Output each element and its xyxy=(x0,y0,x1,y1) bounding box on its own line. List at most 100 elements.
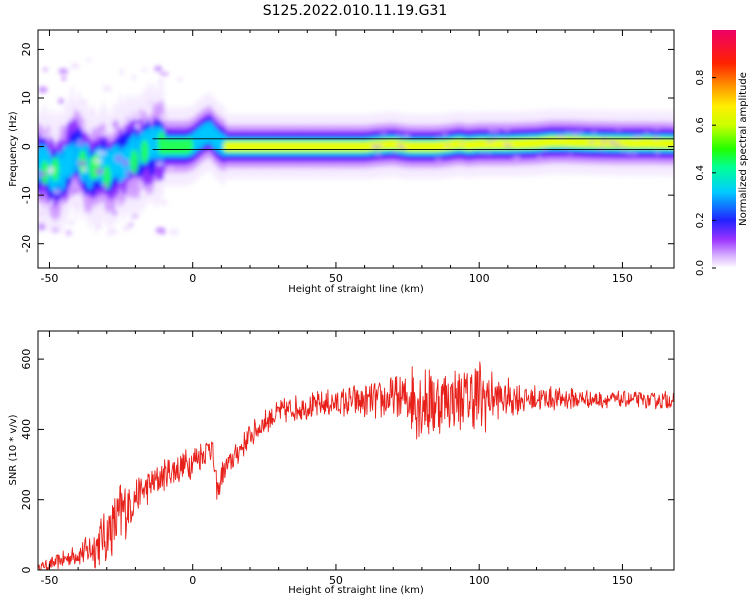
heatmap-speckle xyxy=(486,139,493,144)
heatmap-speckle xyxy=(119,68,124,76)
heatmap-speckle xyxy=(79,99,88,103)
colorbar-gradient xyxy=(712,30,736,268)
spectrogram-ticks: -50 0 50 100 150 -20 -10 0 10 20 xyxy=(20,30,674,285)
heatmap-speckle xyxy=(570,130,575,136)
snr-plot-frame xyxy=(37,330,675,571)
colorbar: 0.0 0.2 0.4 0.6 0.8 Normalized spectral ampl… xyxy=(695,30,749,276)
heatmap-speckle xyxy=(125,170,133,176)
heatmap-speckle xyxy=(43,67,48,72)
heatmap-speckle xyxy=(375,152,382,157)
heatmap-speckle xyxy=(128,111,138,120)
heatmap-speckle xyxy=(71,187,81,195)
heatmap-speckle xyxy=(175,77,184,82)
heatmap-speckle xyxy=(105,232,110,236)
heatmap-speckle xyxy=(58,68,69,75)
snr-y-tick-label: 200 xyxy=(20,489,33,510)
spectrogram-y-tick-label: 10 xyxy=(20,91,33,105)
snr-y-tick-label: 600 xyxy=(20,349,33,370)
heatmap-speckle xyxy=(93,157,103,165)
heatmap-speckle xyxy=(637,134,642,139)
heatmap-blobs xyxy=(38,58,674,237)
heatmap-speckle xyxy=(379,131,388,136)
heatmap-speckle xyxy=(43,131,52,139)
heatmap-speckle xyxy=(85,58,93,62)
spectrogram-x-tick-label: -50 xyxy=(40,272,58,285)
heatmap-speckle xyxy=(400,146,407,151)
spectrogram-y-tick-label: -10 xyxy=(20,186,33,204)
heatmap-speckle xyxy=(161,199,168,206)
heatmap-speckle xyxy=(40,133,45,139)
heatmap-speckle xyxy=(630,136,638,139)
heatmap-speckle xyxy=(159,113,168,121)
heatmap-speckle xyxy=(102,183,108,189)
snr-y-tick-label: 0 xyxy=(20,567,33,574)
spectrogram-x-tick-label: 100 xyxy=(469,272,490,285)
heatmap-speckle xyxy=(161,228,166,235)
heatmap-speckle xyxy=(600,140,607,145)
heatmap-speckle xyxy=(405,134,411,138)
snr-y-tick-label: 400 xyxy=(20,419,33,440)
heatmap-speckle xyxy=(38,222,46,231)
heatmap-speckle xyxy=(122,118,130,126)
snr-ticks: -50 0 50 100 150 0 200 400 600 xyxy=(20,331,674,587)
heatmap-speckle xyxy=(536,155,543,160)
colorbar-tick-label: 0.4 xyxy=(695,165,706,181)
heatmap-speckle xyxy=(459,142,466,145)
heatmap-speckle xyxy=(134,122,141,130)
snr-x-tick-label: -50 xyxy=(40,574,58,587)
snr-y-axis-label: SNR (10 * v/v) xyxy=(8,414,19,485)
heatmap-cell xyxy=(50,157,60,182)
heatmap-speckle xyxy=(159,72,169,76)
heatmap-speckle xyxy=(501,136,508,139)
spectrogram-x-axis-label: Height of straight line (km) xyxy=(288,284,424,295)
heatmap-speckle xyxy=(94,167,105,175)
heatmap-speckle xyxy=(61,76,67,81)
heatmap-speckle xyxy=(112,210,118,216)
heatmap-speckle xyxy=(167,167,174,171)
heatmap-speckle xyxy=(96,150,107,156)
heatmap-speckle xyxy=(391,150,399,154)
heatmap-speckle xyxy=(72,202,79,208)
heatmap-speckle xyxy=(47,168,54,175)
heatmap-speckle xyxy=(486,152,491,155)
heatmap-speckle xyxy=(100,132,109,136)
heatmap-speckle xyxy=(155,161,165,167)
heatmap-speckle xyxy=(52,190,61,195)
heatmap-speckle xyxy=(77,159,87,167)
heatmap-speckle xyxy=(95,223,102,230)
heatmap-speckle xyxy=(114,154,123,163)
heatmap-speckle xyxy=(615,143,622,148)
heatmap-speckle xyxy=(515,155,521,160)
spectrogram-x-tick-label: 50 xyxy=(329,272,343,285)
colorbar-tick-label: 0.8 xyxy=(695,70,706,86)
heatmap-cell xyxy=(130,149,139,174)
heatmap-speckle xyxy=(434,157,443,162)
snr-series-line xyxy=(38,361,674,570)
heatmap-speckle xyxy=(587,140,596,144)
heatmap-speckle xyxy=(92,204,100,209)
heatmap-speckle xyxy=(503,128,511,132)
spectrogram-plot-frame xyxy=(37,29,675,269)
snr-x-tick-label: 100 xyxy=(469,574,490,587)
chart-title: S125.2022.010.11.19.G31 xyxy=(263,3,448,19)
heatmap-speckle xyxy=(579,129,584,134)
snr-x-tick-label: 150 xyxy=(612,574,633,587)
heatmap-speckle xyxy=(565,130,571,135)
spectrogram-panel: -50 0 50 100 150 -20 -10 0 10 20 Height of straig… xyxy=(8,29,675,295)
heatmap-speckle xyxy=(102,85,113,92)
heatmap-speckle xyxy=(51,225,59,232)
heatmap-speckle xyxy=(38,210,47,218)
heatmap-speckle xyxy=(488,129,494,134)
heatmap-speckle xyxy=(38,170,47,178)
colorbar-label: Normalized spectral amplitude xyxy=(738,72,749,226)
heatmap-speckle xyxy=(567,153,574,156)
heatmap-speckle xyxy=(137,182,145,187)
snr-x-tick-label: 50 xyxy=(329,574,343,587)
snr-panel: -50 0 50 100 150 0 200 400 600 Height of straigh… xyxy=(8,330,675,596)
heatmap-speckle xyxy=(75,139,85,146)
heatmap-speckle xyxy=(109,228,118,236)
heatmap-speckle xyxy=(168,228,179,236)
heatmap-speckle xyxy=(67,219,76,225)
heatmap-speckle xyxy=(41,203,50,211)
